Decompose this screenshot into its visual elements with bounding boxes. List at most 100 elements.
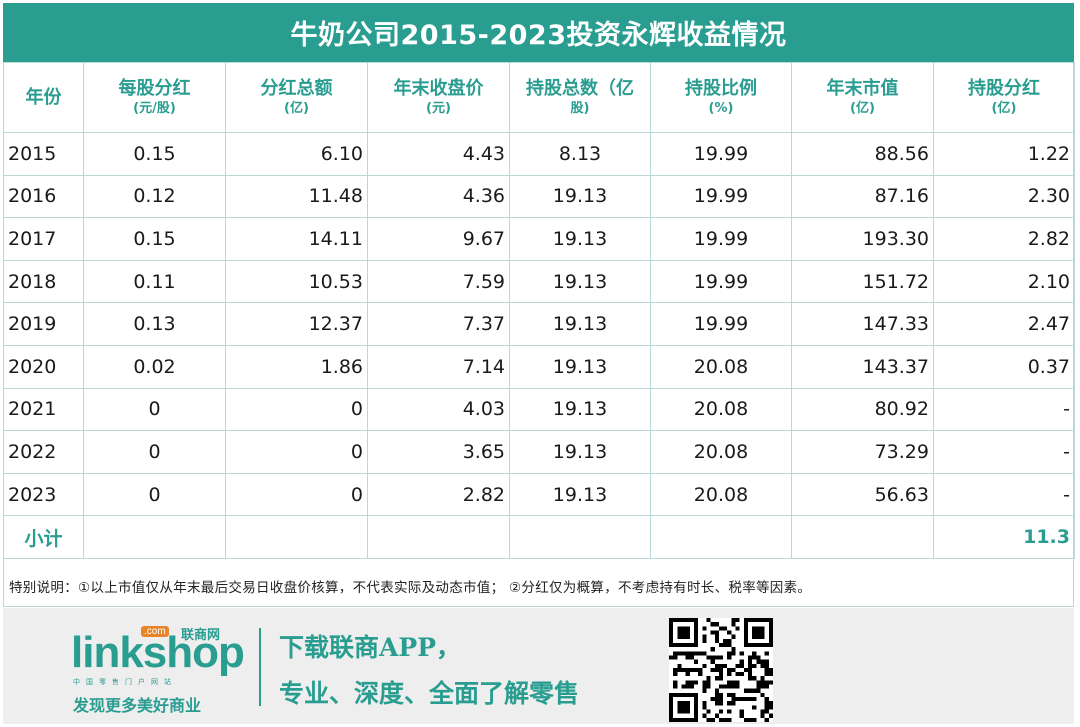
table-cell: 80.92 xyxy=(791,387,934,432)
table-cell: 87.16 xyxy=(791,174,934,219)
table-cell: 1.22 xyxy=(933,132,1075,176)
column-header-label: 分红总额 xyxy=(260,77,333,99)
qr-code-icon[interactable] xyxy=(669,618,773,722)
table-cell: 0 xyxy=(225,430,368,474)
table-cell: 19.13 xyxy=(509,472,651,517)
table-cell: 7.37 xyxy=(367,302,510,346)
column-header-unit: (亿) xyxy=(284,100,309,116)
column-header: 持股比例 (%) xyxy=(650,62,792,133)
table-cell: 0.02 xyxy=(83,344,226,389)
table-cell: 2023 xyxy=(3,472,84,517)
table-cell: 19.99 xyxy=(650,132,792,176)
table-cell: 2016 xyxy=(3,174,84,219)
column-header-label: 持股比例 xyxy=(685,77,757,99)
logo-slogan: 发现更多美好商业 xyxy=(73,696,202,715)
footer-divider xyxy=(259,628,261,706)
table-cell: 20.08 xyxy=(650,387,792,432)
table-cell: 19.13 xyxy=(509,344,651,389)
table-cell: 2.10 xyxy=(933,259,1075,304)
table-row: 2020 0.02 1.86 7.14 19.13 20.08 143.37 0.37 xyxy=(3,344,1075,389)
column-header: 年末收盘价 (元) xyxy=(367,62,510,133)
table-cell: 19.13 xyxy=(509,217,651,261)
column-header-label: 持股总数（亿 xyxy=(526,77,634,99)
table-cell: 19.13 xyxy=(509,302,651,346)
subtotal-value: 11.3 xyxy=(933,515,1075,560)
table-cell: 0.11 xyxy=(83,259,226,304)
subtotal-row: 小计 11.3 xyxy=(3,515,1075,560)
table-cell: 143.37 xyxy=(791,344,934,389)
table-row: 2016 0.12 11.48 4.36 19.13 19.99 87.16 2.30 xyxy=(3,174,1075,219)
table-cell: 73.29 xyxy=(791,430,934,474)
table-cell: 19.13 xyxy=(509,430,651,474)
table-row: 2018 0.11 10.53 7.59 19.13 19.99 151.72 2.10 xyxy=(3,259,1075,304)
table-cell: 19.13 xyxy=(509,259,651,304)
table-cell: 19.99 xyxy=(650,174,792,219)
table-cell: 19.99 xyxy=(650,302,792,346)
table-cell: 151.72 xyxy=(791,259,934,304)
subtotal-empty-cell xyxy=(650,515,792,560)
special-note: 特别说明：①以上市值仅从年末最后交易日收盘价核算，不代表实际及动态市值； ②分红… xyxy=(9,580,812,596)
table-cell: 2.47 xyxy=(933,302,1075,346)
subtotal-empty-cell xyxy=(509,515,651,560)
logo-com-badge: .com xyxy=(141,626,169,637)
table-cell: 0.15 xyxy=(83,217,226,261)
table-cell: - xyxy=(933,387,1075,432)
table-cell: 0 xyxy=(83,430,226,474)
table-cell: - xyxy=(933,430,1075,474)
table-cell: 2.82 xyxy=(367,472,510,517)
table-cell: 20.08 xyxy=(650,430,792,474)
subtotal-empty-cell xyxy=(225,515,368,560)
table-cell: 20.08 xyxy=(650,344,792,389)
column-header: 持股总数（亿 股) xyxy=(509,62,651,133)
table-row: 2021 0 0 4.03 19.13 20.08 80.92- xyxy=(3,387,1075,432)
table-row: 2015 0.15 6.10 4.43 8.13 19.99 88.56 1.22 xyxy=(3,132,1075,176)
table-cell: 2018 xyxy=(3,259,84,304)
column-header-label: 持股分红 xyxy=(968,77,1040,99)
table-cell: 20.08 xyxy=(650,472,792,517)
table-row: 2023 0 0 2.82 19.13 20.08 56.63- xyxy=(3,472,1075,517)
column-header-unit: (亿) xyxy=(991,100,1017,116)
table-cell: 56.63 xyxy=(791,472,934,517)
column-header-unit: (元) xyxy=(426,100,451,116)
logo-chinese-name: 联商网 xyxy=(181,628,221,643)
subtotal-empty-cell xyxy=(83,515,226,560)
column-header-unit: 股) xyxy=(570,100,590,116)
table-title: 牛奶公司2015-2023投资永辉收益情况 xyxy=(3,3,1074,62)
subtotal-label: 小计 xyxy=(3,515,84,560)
column-header: 持股分红 (亿) xyxy=(933,62,1075,133)
table-cell: 10.53 xyxy=(225,259,368,304)
linkshop-logo[interactable]: linkshop .com 联商网 中国零售门户网站 发现更多美好商业 xyxy=(71,622,251,717)
table-cell: - xyxy=(933,472,1075,517)
table-cell: 0 xyxy=(83,387,226,432)
table-cell: 0 xyxy=(83,472,226,517)
table-cell: 2.30 xyxy=(933,174,1075,219)
column-header-unit: (%) xyxy=(708,100,734,116)
table-cell: 2021 xyxy=(3,387,84,432)
app-promo-line2: 专业、深度、全面了解零售 xyxy=(279,679,580,708)
table-cell: 2022 xyxy=(3,430,84,474)
table-cell: 4.36 xyxy=(367,174,510,219)
table-row: 2019 0.13 12.37 7.37 19.13 19.99 147.33 2.47 xyxy=(3,302,1075,346)
table-cell: 14.11 xyxy=(225,217,368,261)
table-cell: 2015 xyxy=(3,132,84,176)
column-header-unit: (元/股) xyxy=(133,100,176,116)
footer-banner: linkshop .com 联商网 中国零售门户网站 发现更多美好商业 下载联商… xyxy=(3,608,1074,724)
table-cell: 12.37 xyxy=(225,302,368,346)
header-row: 年份 每股分红 (元/股) 分红总额 (亿) 年末收盘价 (元) 持股总数（亿 股) 持股比例 (%… xyxy=(3,62,1075,133)
table-cell: 1.86 xyxy=(225,344,368,389)
table-cell: 2017 xyxy=(3,217,84,261)
table-cell: 3.65 xyxy=(367,430,510,474)
table-cell: 2019 xyxy=(3,302,84,346)
table-cell: 0 xyxy=(225,387,368,432)
subtotal-empty-cell xyxy=(791,515,934,560)
table-cell: 11.48 xyxy=(225,174,368,219)
table-cell: 19.99 xyxy=(650,217,792,261)
table-cell: 0.37 xyxy=(933,344,1075,389)
column-header-label: 年份 xyxy=(25,86,62,108)
table-cell: 7.14 xyxy=(367,344,510,389)
table-cell: 19.13 xyxy=(509,387,651,432)
column-header: 分红总额 (亿) xyxy=(225,62,368,133)
subtotal-empty-cell xyxy=(367,515,510,560)
table-cell: 0.15 xyxy=(83,132,226,176)
table-cell: 0.12 xyxy=(83,174,226,219)
